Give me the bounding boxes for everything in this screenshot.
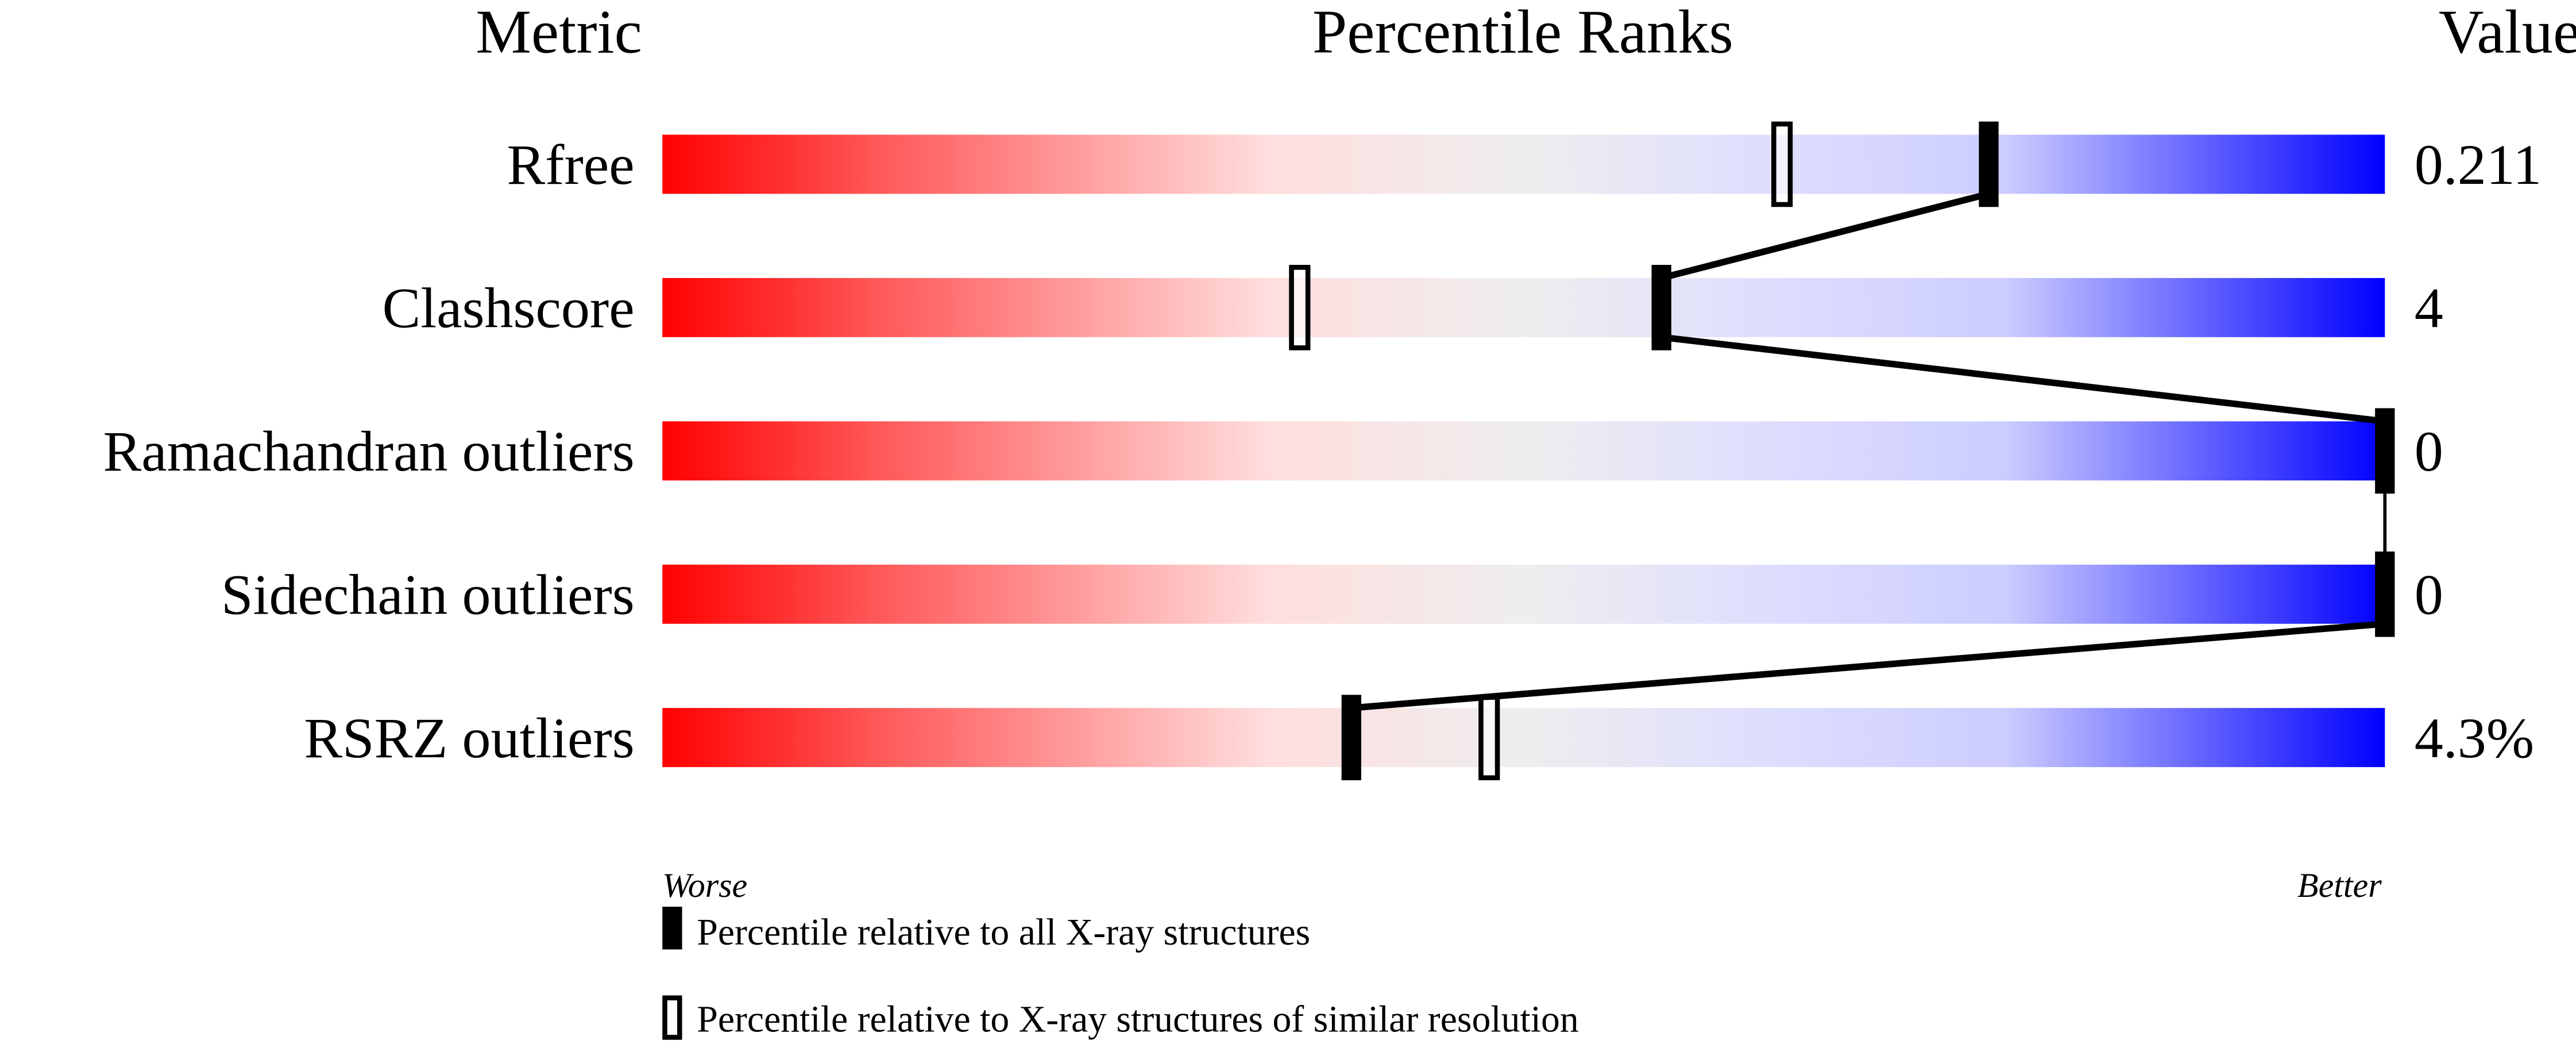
all-structures-marker [1341, 695, 1362, 780]
metric-label: Sidechain outliers [221, 563, 635, 627]
percentile-bar [662, 421, 2385, 481]
header-metric: Metric [476, 0, 642, 66]
header-percentile-ranks: Percentile Ranks [1312, 0, 1733, 66]
legend-filled-label: Percentile relative to all X-ray structu… [697, 911, 1310, 953]
metric-label: Rfree [507, 133, 634, 196]
metric-label: RSRZ outliers [304, 706, 634, 770]
worse-label: Worse [662, 866, 747, 904]
metric-label: Clashscore [383, 276, 635, 340]
similar-resolution-marker [1289, 265, 1311, 350]
similar-resolution-marker [1771, 121, 1793, 207]
legend-open-marker [662, 995, 682, 1040]
similar-resolution-marker [1478, 695, 1500, 780]
markers [1289, 121, 2395, 780]
metric-value: 4.3% [2415, 706, 2534, 770]
percentile-bar [662, 278, 2385, 337]
legend-open-label: Percentile relative to X-ray structures … [697, 998, 1578, 1040]
metric-value: 0.211 [2415, 133, 2542, 196]
connector-lines [1351, 190, 2387, 711]
percentile-bar [662, 134, 2385, 194]
all-structures-marker [1651, 265, 1671, 350]
all-structures-marker [2375, 408, 2395, 494]
metric-value: 0 [2415, 419, 2443, 483]
header-value: Value [2439, 0, 2576, 66]
all-structures-marker [2375, 551, 2395, 637]
connector-line [1661, 334, 2385, 425]
metric-value: 0 [2415, 563, 2443, 627]
percentile-bar [662, 708, 2385, 768]
metric-value: 4 [2415, 276, 2443, 340]
legend-filled-marker [662, 907, 682, 950]
connector-line [1660, 190, 1990, 282]
percentile-bar [662, 564, 2385, 624]
metric-label: Ramachandran outliers [103, 419, 635, 483]
all-structures-marker [1979, 121, 1999, 207]
better-label: Better [2297, 866, 2382, 904]
connector-line [1351, 620, 2385, 711]
rows: Rfree 0.211 Clashscore 4 Ramachandran outlie… [103, 133, 2542, 770]
